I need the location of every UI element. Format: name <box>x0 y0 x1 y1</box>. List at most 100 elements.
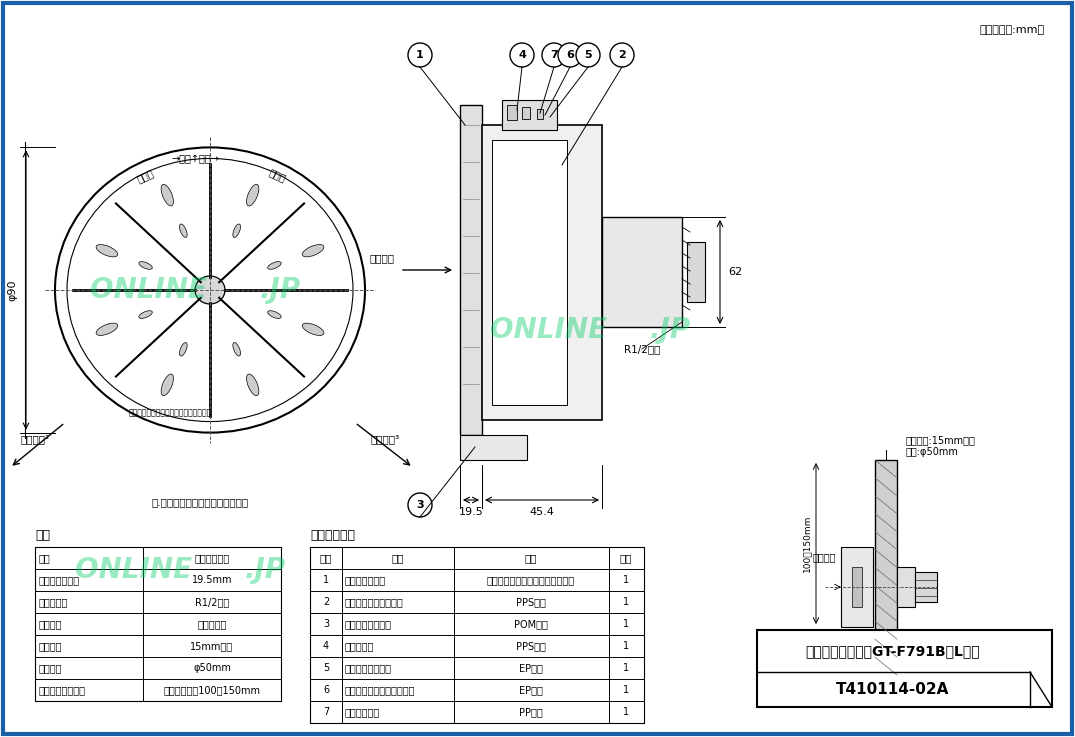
Text: PPS樹脂: PPS樹脂 <box>516 641 546 651</box>
Text: ONLINE: ONLINE <box>75 556 192 584</box>
Bar <box>482 125 602 420</box>
Bar <box>502 100 557 130</box>
Text: 7: 7 <box>322 707 329 717</box>
Text: 19.5mm: 19.5mm <box>191 575 232 585</box>
Ellipse shape <box>246 184 259 206</box>
Text: 5: 5 <box>584 50 592 60</box>
Text: 19.5: 19.5 <box>459 507 484 517</box>
Text: 穴径:φ50mm: 穴径:φ50mm <box>906 447 959 457</box>
Ellipse shape <box>233 343 241 356</box>
Text: しめにフィルタのそうじをしてください: しめにフィルタのそうじをしてください <box>128 408 212 417</box>
Text: しまる: しまる <box>268 167 288 184</box>
Ellipse shape <box>96 245 117 257</box>
Text: 2: 2 <box>618 50 626 60</box>
Circle shape <box>576 43 600 67</box>
Text: PPS樹脂: PPS樹脂 <box>516 597 546 607</box>
Ellipse shape <box>180 343 187 356</box>
Bar <box>460 105 482 435</box>
Text: 個数: 個数 <box>620 553 632 563</box>
Bar <box>538 109 543 119</box>
Text: 浴様厚さ:15mm以下: 浴様厚さ:15mm以下 <box>906 435 976 445</box>
Text: 1: 1 <box>622 707 629 717</box>
Circle shape <box>510 43 534 67</box>
Bar <box>602 217 682 327</box>
Text: （寸法単位:mm）: （寸法単位:mm） <box>980 25 1045 35</box>
Ellipse shape <box>233 224 241 237</box>
Text: 7: 7 <box>550 50 558 60</box>
Bar <box>460 435 527 460</box>
Text: 6: 6 <box>567 50 574 60</box>
Text: ゆるむ: ゆるむ <box>134 167 155 184</box>
Text: 品名・材質等: 品名・材質等 <box>310 529 355 542</box>
Text: .JP: .JP <box>650 316 691 344</box>
Bar <box>841 547 873 627</box>
Ellipse shape <box>161 374 173 396</box>
Text: 注.循環時は片側どちらかのみ吐出: 注.循環時は片側どちらかのみ吐出 <box>152 497 248 508</box>
Text: 施工方法: 施工方法 <box>39 619 62 629</box>
Bar <box>757 630 1052 707</box>
Text: 1: 1 <box>416 50 424 60</box>
Circle shape <box>558 43 582 67</box>
Text: 1: 1 <box>622 663 629 673</box>
Ellipse shape <box>139 262 153 269</box>
Text: 一人施工用: 一人施工用 <box>198 619 227 629</box>
Text: 1: 1 <box>622 619 629 629</box>
Text: ONLINE: ONLINE <box>490 316 607 344</box>
Text: PP樹脂: PP樹脂 <box>519 707 543 717</box>
Text: 品番: 品番 <box>319 553 332 563</box>
Text: 吸込方向: 吸込方向 <box>370 253 395 263</box>
Ellipse shape <box>246 374 259 396</box>
Circle shape <box>408 43 432 67</box>
Circle shape <box>542 43 567 67</box>
Text: 浴様ボルト: 浴様ボルト <box>345 641 374 651</box>
Text: →あわ↑せる→: →あわ↑せる→ <box>171 154 219 164</box>
Text: オーステナイト系ステンレス銅板: オーステナイト系ステンレス銅板 <box>487 575 575 585</box>
Text: 吐出方向²: 吐出方向² <box>20 435 49 444</box>
Text: 浴様底部から100～150mm: 浴様底部から100～150mm <box>163 685 260 695</box>
Text: 材質: 材質 <box>525 553 538 563</box>
Text: 62: 62 <box>728 267 742 277</box>
Text: 1: 1 <box>322 575 329 585</box>
Text: 1: 1 <box>622 575 629 585</box>
Text: 浴様アダプターボディ: 浴様アダプターボディ <box>345 597 404 607</box>
Text: 2: 2 <box>322 597 329 607</box>
Ellipse shape <box>268 311 282 318</box>
Ellipse shape <box>139 311 153 318</box>
Circle shape <box>610 43 634 67</box>
Text: 15mm以下: 15mm以下 <box>190 641 233 651</box>
Text: 浴様ボルトパッキン（黒）: 浴様ボルトパッキン（黒） <box>345 685 416 695</box>
Text: .JP: .JP <box>245 556 286 584</box>
Circle shape <box>408 493 432 517</box>
Text: 3: 3 <box>322 619 329 629</box>
Text: スペラシイタ: スペラシイタ <box>345 707 381 717</box>
Text: 4: 4 <box>518 50 526 60</box>
Text: フィルター厚み: フィルター厚み <box>39 575 81 585</box>
Text: 4: 4 <box>322 641 329 651</box>
Bar <box>522 107 530 119</box>
Text: 無極性タイプ: 無極性タイプ <box>195 553 230 563</box>
Ellipse shape <box>268 262 282 269</box>
Text: フィルター金具: フィルター金具 <box>345 575 386 585</box>
Text: 浴様への取付位置: 浴様への取付位置 <box>39 685 86 695</box>
Text: 5: 5 <box>322 663 329 673</box>
Text: POM樹脂: POM樹脂 <box>514 619 548 629</box>
Bar <box>915 572 937 602</box>
Text: 45.4: 45.4 <box>530 507 555 517</box>
Text: 1: 1 <box>622 685 629 695</box>
Ellipse shape <box>195 276 225 304</box>
Text: φ50mm: φ50mm <box>194 663 231 673</box>
Bar <box>310 547 644 723</box>
Text: 浴様受けパッキン: 浴様受けパッキン <box>345 663 392 673</box>
Ellipse shape <box>302 245 324 257</box>
Text: フィルターガイド: フィルターガイド <box>345 619 392 629</box>
Bar <box>492 140 567 405</box>
Text: .JP: .JP <box>260 276 301 304</box>
Text: 仕様: 仕様 <box>35 529 51 542</box>
Text: R1/2ねじ: R1/2ねじ <box>624 344 660 354</box>
Text: 浴様穴径: 浴様穴径 <box>39 663 62 673</box>
Text: 浴様厚さ: 浴様厚さ <box>39 641 62 651</box>
Bar <box>35 547 281 701</box>
Text: EPゴム: EPゴム <box>519 663 543 673</box>
Text: 吐出方向³: 吐出方向³ <box>371 435 400 444</box>
Bar <box>852 567 862 607</box>
